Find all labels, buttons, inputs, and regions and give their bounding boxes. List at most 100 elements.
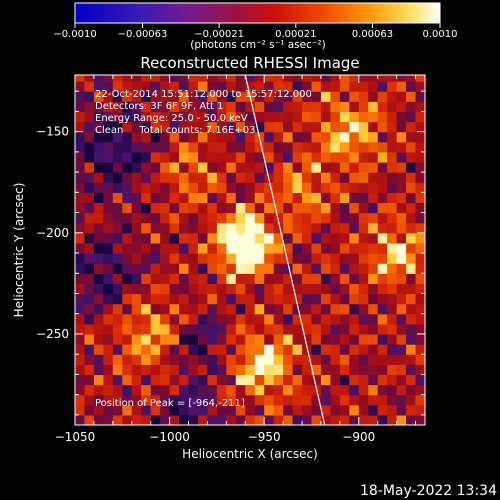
- heatmap-cell: [283, 414, 294, 425]
- heatmap-cell: [188, 202, 199, 214]
- heatmap-cell: [330, 333, 341, 345]
- heatmap-cell: [264, 75, 275, 82]
- heatmap-cell: [84, 75, 95, 82]
- heatmap-cell: [292, 232, 303, 244]
- heatmap-cell: [122, 212, 133, 224]
- heatmap-cell: [75, 374, 86, 386]
- heatmap-cell: [283, 101, 294, 113]
- heatmap-cell: [358, 232, 369, 244]
- heatmap-cell: [339, 263, 350, 274]
- heatmap-cell: [339, 394, 350, 406]
- heatmap-cell: [320, 202, 332, 214]
- heatmap-cell: [103, 283, 114, 295]
- heatmap-cell: [226, 91, 237, 102]
- heatmap-cell: [93, 131, 104, 143]
- heatmap-cell: [160, 192, 171, 204]
- heatmap-cell: [302, 81, 313, 92]
- heatmap-cell: [254, 81, 265, 92]
- heatmap-cell: [75, 303, 86, 315]
- heatmap-cell: [207, 404, 218, 416]
- heatmap-cell: [387, 111, 398, 123]
- heatmap-cell: [197, 344, 209, 355]
- heatmap-cell: [131, 111, 142, 123]
- heatmap-cell: [216, 101, 227, 113]
- colorbar-tick-label: −0.00021: [194, 29, 244, 40]
- heatmap-cell: [179, 293, 190, 305]
- heatmap-cell: [103, 131, 114, 143]
- heatmap-cell: [368, 313, 379, 325]
- heatmap-cell: [396, 374, 407, 386]
- heatmap-cell: [264, 242, 275, 254]
- heatmap-cell: [150, 121, 161, 133]
- heatmap-cell: [75, 354, 86, 365]
- heatmap-cell: [207, 344, 218, 355]
- heatmap-cell: [179, 344, 190, 355]
- heatmap-cell: [292, 91, 303, 102]
- heatmap-cell: [226, 81, 237, 92]
- heatmap-cell: [75, 344, 86, 355]
- heatmap-cell: [150, 323, 161, 335]
- heatmap-cell: [339, 344, 350, 355]
- heatmap-cell: [160, 344, 171, 355]
- heatmap-cell: [311, 91, 322, 102]
- heatmap-cell: [339, 384, 350, 396]
- heatmap-cell: [406, 344, 417, 355]
- heatmap-cell: [179, 253, 190, 264]
- heatmap-cell: [141, 131, 152, 143]
- heatmap-cell: [226, 394, 237, 406]
- heatmap-cell: [349, 111, 360, 123]
- heatmap-cell: [311, 394, 322, 406]
- heatmap-cell: [396, 172, 407, 183]
- heatmap-cell: [406, 364, 417, 376]
- heatmap-cell: [283, 364, 294, 376]
- heatmap-cell: [235, 192, 246, 204]
- heatmap-cell: [283, 81, 294, 92]
- heatmap-cell: [207, 364, 218, 376]
- heatmap-cell: [349, 303, 360, 315]
- heatmap-cell: [160, 212, 171, 224]
- heatmap-cell: [358, 202, 369, 214]
- heatmap-cell: [235, 141, 246, 153]
- heatmap-cell: [141, 263, 152, 274]
- heatmap-cell: [75, 283, 86, 295]
- heatmap-cell: [160, 283, 171, 295]
- heatmap-cell: [160, 121, 171, 133]
- y-axis: −150 −200 −250: [36, 90, 425, 416]
- heatmap-cell: [311, 313, 322, 325]
- heatmap-cell: [283, 111, 294, 123]
- heatmap-cell: [387, 253, 398, 264]
- heatmap-cell: [415, 81, 425, 92]
- heatmap-cell: [320, 121, 332, 133]
- heatmap-cell: [273, 414, 284, 425]
- heatmap-cell: [264, 303, 275, 315]
- heatmap-cell: [226, 212, 237, 224]
- heatmap-cell: [311, 273, 322, 284]
- heatmap-cell: [103, 172, 114, 183]
- heatmap-cell: [141, 182, 152, 193]
- heatmap-cell: [320, 333, 332, 345]
- heatmap-cell: [245, 394, 256, 406]
- heatmap-cell: [188, 283, 199, 295]
- heatmap-cell: [273, 161, 284, 173]
- heatmap-cell: [207, 232, 218, 244]
- heatmap-cell: [254, 293, 265, 305]
- heatmap-cell: [330, 293, 341, 305]
- heatmap-cell: [368, 273, 379, 284]
- heatmap-cell: [330, 192, 341, 204]
- heatmap-cell: [339, 283, 350, 295]
- heatmap-cell: [415, 344, 425, 355]
- heatmap-cell: [264, 273, 275, 284]
- heatmap-cell: [320, 414, 332, 425]
- heatmap-cell: [84, 182, 95, 193]
- heatmap-cell: [283, 121, 294, 133]
- heatmap-cell: [330, 394, 341, 406]
- heatmap-cell: [112, 344, 123, 355]
- heatmap-cell: [188, 394, 199, 406]
- heatmap-cell: [141, 283, 152, 295]
- heatmap-cell: [169, 384, 180, 396]
- heatmap-cell: [349, 141, 360, 153]
- heatmap-cell: [254, 374, 265, 386]
- heatmap-cell: [216, 354, 227, 365]
- heatmap-cell: [103, 121, 114, 133]
- heatmap-cell: [150, 283, 161, 295]
